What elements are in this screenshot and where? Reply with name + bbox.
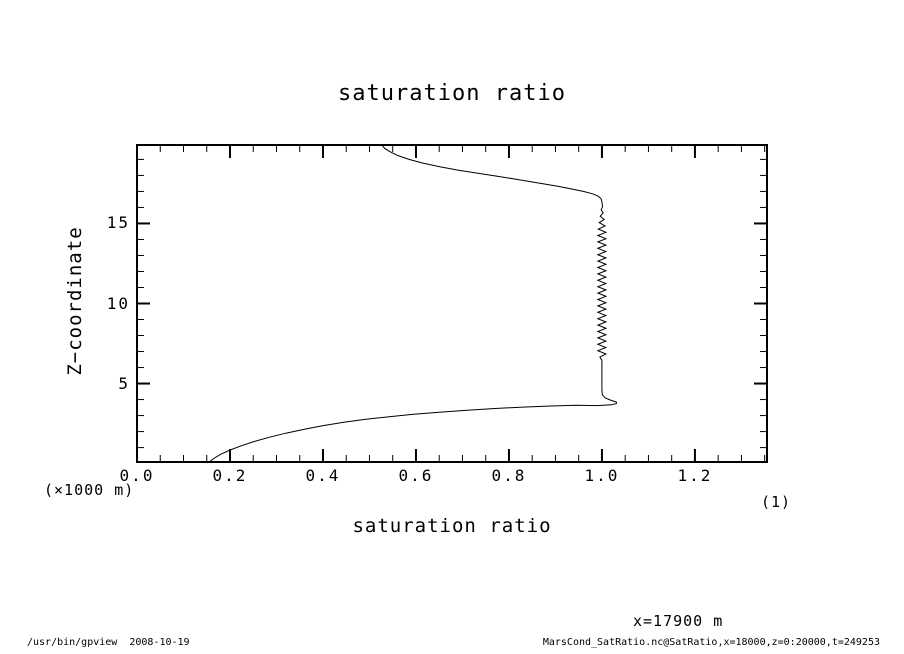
axis-ticks <box>137 145 767 462</box>
x-axis-label: saturation ratio <box>352 515 552 537</box>
x-tick-label: 0.0 <box>119 466 155 485</box>
x-tick-label: 0.8 <box>491 466 527 485</box>
x-axis-unit-label: (1) <box>761 493 792 511</box>
x-tick-label: 1.2 <box>677 466 713 485</box>
footer-data-source: MarsCond_SatRatio.nc@SatRatio,x=18000,z=… <box>542 637 880 648</box>
x-tick-label: 0.4 <box>305 466 341 485</box>
chart-title: saturation ratio <box>338 81 566 106</box>
annotation-x-position: x=17900 m <box>633 612 724 630</box>
x-tick-label: 1.0 <box>584 466 620 485</box>
x-tick-label: 0.6 <box>398 466 434 485</box>
y-tick-label: 5 <box>118 373 130 393</box>
y-tick-label: 10 <box>106 293 130 313</box>
y-axis-unit-label: (×1000 m) <box>44 481 135 499</box>
y-tick-label: 15 <box>106 213 130 233</box>
annotation-block: x=17900 m t=501 s <box>633 571 723 654</box>
plot-frame <box>136 144 768 463</box>
saturation-ratio-curve <box>208 144 617 463</box>
footer-command-line: /usr/bin/gpview 2008-10-19 <box>27 637 190 648</box>
x-tick-label: 0.2 <box>212 466 248 485</box>
